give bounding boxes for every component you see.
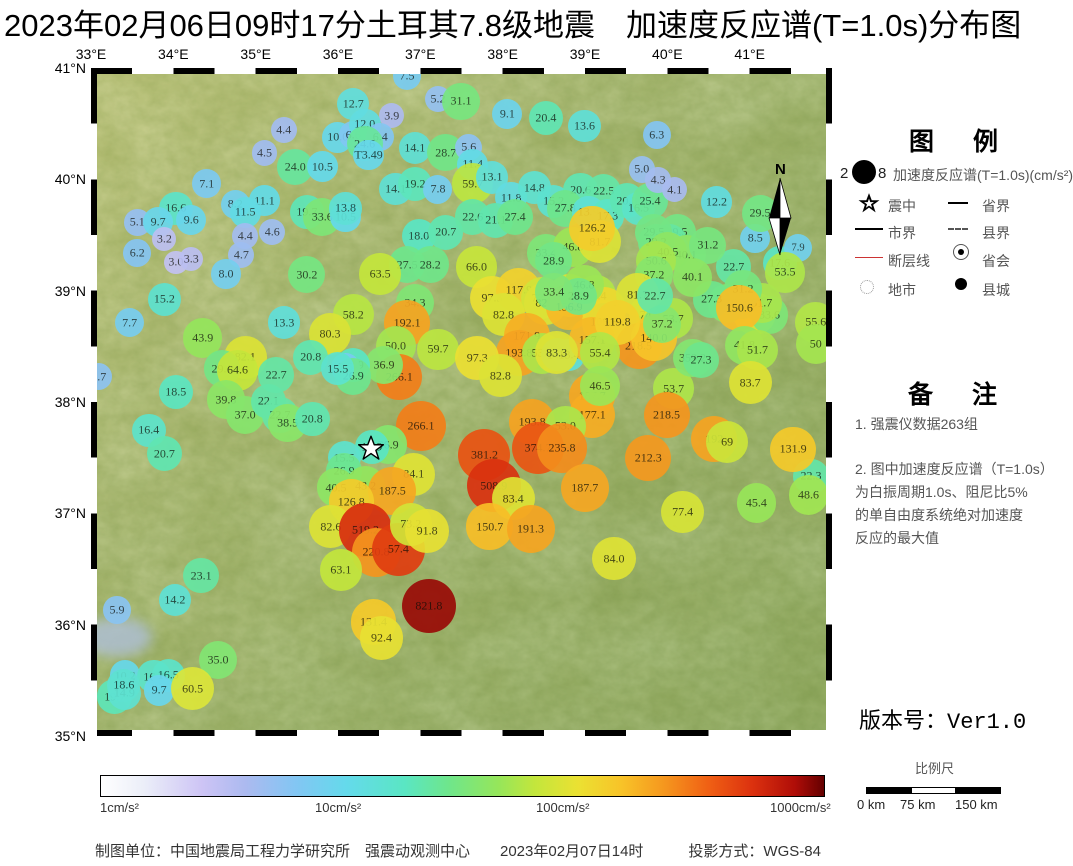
svg-text:N: N (775, 161, 786, 178)
